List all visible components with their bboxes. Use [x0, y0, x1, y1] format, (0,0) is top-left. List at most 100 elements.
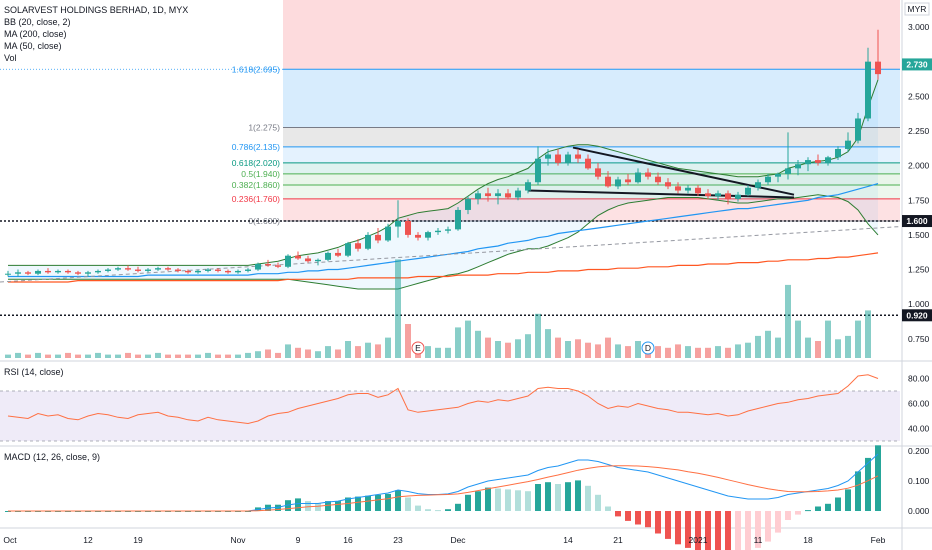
fib-zone: [283, 162, 900, 174]
volume-bar: [75, 354, 81, 358]
legend-ma50[interactable]: MA (50, close): [4, 41, 62, 51]
volume-bar: [795, 320, 801, 358]
volume-bar: [345, 341, 351, 358]
fib-level-label: 0.236(1.760): [232, 194, 280, 204]
candle: [235, 269, 241, 274]
volume-bar: [55, 354, 61, 358]
candle: [5, 270, 11, 277]
bb-fill: [8, 79, 878, 289]
macd-histogram-bar: [585, 485, 591, 511]
macd-histogram-bar: [705, 511, 711, 550]
candle: [55, 269, 61, 274]
volume-bar: [295, 347, 301, 358]
candle: [565, 151, 571, 166]
rsi-band: [0, 391, 900, 441]
candle-body: [355, 243, 361, 249]
macd-histogram-bar: [595, 494, 601, 511]
candle: [365, 232, 371, 251]
volume-bar: [225, 354, 231, 358]
candle: [725, 190, 731, 205]
macd-histogram-bar: [375, 494, 381, 511]
candle: [845, 132, 851, 152]
candle: [75, 270, 81, 276]
candle: [625, 173, 631, 186]
macd-label[interactable]: MACD (12, 26, close, 9): [4, 452, 101, 462]
macd-histogram-bar: [605, 506, 611, 511]
candle-body: [825, 157, 831, 163]
candle-body: [605, 176, 611, 187]
candle: [35, 269, 41, 276]
candle-body: [375, 234, 381, 241]
time-tick-label: 12: [83, 535, 93, 545]
candle-body: [105, 269, 111, 271]
price-tick-label: 1.000: [908, 299, 930, 309]
price-tick-label: 3.000: [908, 22, 930, 32]
candle: [525, 179, 531, 194]
candle-body: [425, 232, 431, 238]
volume-bar: [315, 351, 321, 358]
macd-histogram-bar: [295, 498, 301, 511]
candle-body: [235, 270, 241, 273]
macd-signal-line: [8, 465, 879, 512]
candle-body: [705, 193, 711, 197]
candle-body: [5, 273, 11, 275]
volume-bar: [565, 341, 571, 358]
volume-bar: [325, 346, 331, 358]
macd-histogram-bar: [325, 501, 331, 511]
fib-zone: [283, 198, 900, 222]
macd-histogram-bar: [855, 471, 861, 511]
candle-body: [135, 269, 141, 271]
candle: [195, 269, 201, 274]
volume-bar: [585, 342, 591, 358]
legend-vol[interactable]: Vol: [4, 53, 17, 63]
macd-histogram-bar: [305, 501, 311, 511]
candle-body: [435, 230, 441, 233]
candle-body: [835, 148, 841, 158]
macd-histogram-bar: [695, 511, 701, 550]
candle-body: [475, 193, 481, 199]
candle-body: [385, 226, 391, 241]
volume-bar: [105, 354, 111, 358]
macd-histogram-bar: [535, 484, 541, 511]
candle: [105, 268, 111, 273]
price-tick-label: 2.000: [908, 161, 930, 171]
volume-bar: [815, 341, 821, 358]
volume-bar: [805, 337, 811, 358]
macd-histogram-bar: [365, 495, 371, 511]
key-level-value: 0.920: [906, 310, 928, 320]
candle: [425, 230, 431, 241]
volume-bar: [865, 310, 871, 358]
volume-bar: [625, 346, 631, 358]
time-tick-label: Nov: [230, 535, 246, 545]
volume-bar: [695, 347, 701, 358]
candle-body: [335, 252, 341, 256]
candle-body: [195, 270, 201, 273]
candle: [835, 146, 841, 161]
candle: [655, 172, 661, 186]
candle: [545, 148, 551, 166]
bb-upper-line: [8, 79, 879, 266]
macd-histogram-bar: [805, 510, 811, 512]
candle: [115, 266, 121, 271]
candle: [705, 189, 711, 199]
candle-body: [535, 158, 541, 183]
candle-body: [675, 186, 681, 191]
candle: [485, 187, 491, 202]
candle: [465, 196, 471, 215]
macd-histogram-bar: [795, 511, 801, 515]
volume-bar: [705, 347, 711, 358]
candle-body: [615, 179, 621, 187]
volume-bar: [685, 346, 691, 358]
volume-bar: [745, 342, 751, 358]
last-price-tag: [902, 58, 932, 71]
macd-histogram-bar: [515, 490, 521, 511]
volume-bar: [715, 346, 721, 358]
volume-bar: [845, 335, 851, 358]
candle-body: [765, 176, 771, 183]
macd-histogram-bar: [715, 511, 721, 550]
candle-body: [585, 158, 591, 169]
legend-ma200[interactable]: MA (200, close): [4, 29, 67, 39]
candle: [15, 269, 21, 277]
legend-bb[interactable]: BB (20, close, 2): [4, 17, 71, 27]
rsi-label[interactable]: RSI (14, close): [4, 367, 64, 377]
